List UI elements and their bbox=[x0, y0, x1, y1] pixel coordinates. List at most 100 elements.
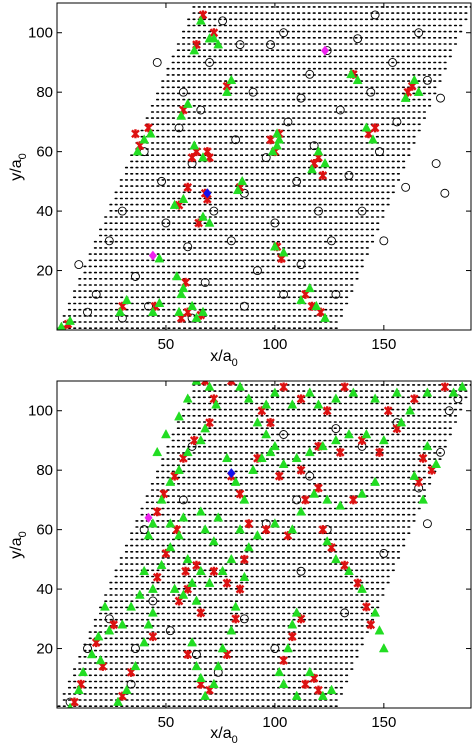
red-marker bbox=[279, 382, 288, 392]
green-marker bbox=[396, 417, 407, 427]
green-marker bbox=[222, 86, 232, 96]
vacancy-circle bbox=[431, 159, 441, 168]
green-marker bbox=[296, 294, 306, 305]
green-marker bbox=[344, 428, 354, 439]
bottom-xlabel: x/a0 bbox=[210, 725, 237, 746]
green-marker bbox=[130, 660, 141, 671]
green-marker bbox=[422, 387, 433, 397]
green-marker bbox=[104, 625, 115, 635]
green-marker bbox=[143, 619, 154, 629]
green-marker bbox=[409, 470, 420, 480]
green-marker bbox=[374, 625, 385, 635]
green-marker bbox=[370, 393, 381, 403]
red-marker bbox=[240, 554, 249, 564]
vacancy-circle bbox=[375, 147, 384, 157]
red-marker bbox=[318, 525, 328, 535]
vacancy-circle bbox=[183, 242, 193, 252]
red-marker bbox=[370, 123, 380, 133]
green-marker bbox=[307, 163, 317, 174]
y-tick-label: 80 bbox=[36, 84, 53, 101]
green-marker bbox=[213, 39, 224, 49]
green-marker bbox=[235, 381, 245, 391]
green-marker bbox=[361, 122, 372, 132]
red-marker bbox=[196, 608, 206, 618]
green-marker bbox=[226, 625, 237, 635]
bottom-plot-area bbox=[57, 381, 471, 708]
vacancy-circle bbox=[422, 519, 432, 529]
y-tick-label: 100 bbox=[28, 25, 53, 42]
vacancy-circle bbox=[327, 236, 336, 246]
vacancy-circle bbox=[392, 117, 402, 127]
green-marker bbox=[134, 589, 145, 599]
green-marker bbox=[392, 387, 402, 397]
bottom-ticks: 50 100 150 20 40 60 80 100 bbox=[28, 381, 471, 731]
green-marker bbox=[189, 140, 200, 150]
green-marker bbox=[237, 175, 248, 186]
vacancy-circle bbox=[279, 289, 289, 299]
green-marker bbox=[357, 583, 367, 593]
green-marker bbox=[187, 577, 198, 587]
green-marker bbox=[154, 297, 165, 307]
green-marker bbox=[171, 270, 182, 281]
green-marker bbox=[230, 601, 241, 611]
vacancy-circle bbox=[157, 176, 167, 186]
vacancy-circle bbox=[239, 301, 249, 311]
green-marker bbox=[113, 696, 123, 706]
green-marker bbox=[261, 399, 272, 409]
green-marker bbox=[361, 428, 372, 439]
green-marker bbox=[176, 110, 187, 120]
green-marker bbox=[239, 571, 250, 581]
green-marker bbox=[413, 86, 424, 96]
red-marker bbox=[192, 560, 201, 570]
red-marker bbox=[235, 489, 245, 499]
red-marker bbox=[418, 453, 428, 463]
red-marker bbox=[274, 471, 284, 481]
green-marker bbox=[115, 306, 126, 316]
vacancy-circle bbox=[130, 644, 140, 653]
red-marker bbox=[152, 572, 162, 582]
green-marker bbox=[204, 381, 215, 391]
vacancy-circle bbox=[270, 644, 280, 653]
vacancy-circle bbox=[205, 58, 214, 67]
green-marker bbox=[313, 399, 324, 409]
bottom-ylabel: y/a0 bbox=[8, 531, 29, 558]
green-marker bbox=[93, 631, 104, 641]
red-marker bbox=[109, 620, 119, 630]
green-marker bbox=[147, 583, 158, 593]
red-marker bbox=[183, 649, 193, 659]
green-marker bbox=[267, 146, 278, 156]
red-marker bbox=[183, 182, 193, 192]
red-marker bbox=[348, 495, 358, 505]
green-marker bbox=[139, 134, 150, 144]
green-marker bbox=[313, 146, 324, 156]
green-marker bbox=[126, 601, 136, 611]
green-marker bbox=[176, 288, 187, 299]
vacancy-circle bbox=[401, 182, 411, 192]
green-marker bbox=[272, 128, 282, 138]
green-marker bbox=[370, 476, 381, 486]
green-marker bbox=[165, 541, 176, 552]
green-marker bbox=[195, 506, 206, 516]
red-marker bbox=[205, 153, 214, 163]
red-marker bbox=[314, 483, 323, 493]
green-marker bbox=[378, 643, 389, 653]
green-marker bbox=[252, 530, 263, 540]
vacancy-circle bbox=[279, 28, 289, 38]
red-marker bbox=[318, 170, 328, 180]
vacancy-circle bbox=[388, 58, 398, 67]
y-tick-label: 20 bbox=[36, 263, 53, 280]
red-marker bbox=[335, 447, 345, 457]
vacancy-circle bbox=[305, 69, 315, 79]
green-marker bbox=[232, 184, 243, 195]
green-marker bbox=[191, 660, 202, 671]
red-marker bbox=[187, 153, 197, 163]
green-marker bbox=[67, 702, 74, 708]
red-marker bbox=[322, 406, 332, 416]
x-tick-label: 50 bbox=[158, 336, 175, 353]
top-ylabel: y/a0 bbox=[8, 153, 29, 180]
green-marker bbox=[174, 530, 184, 540]
green-marker bbox=[291, 452, 302, 463]
vacancy-circle bbox=[261, 153, 271, 163]
vacancy-circle bbox=[117, 206, 127, 216]
green-marker bbox=[121, 684, 132, 694]
